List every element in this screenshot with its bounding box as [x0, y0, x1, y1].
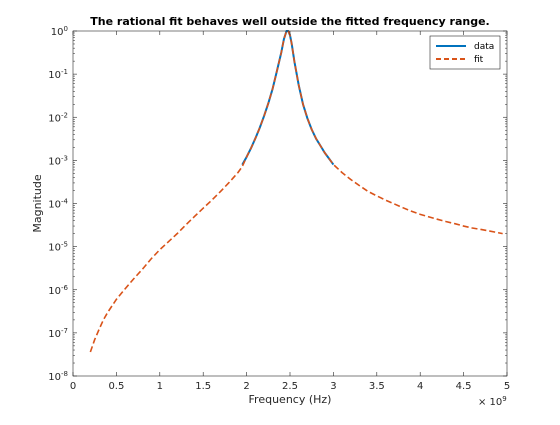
x-tick-label: 2.5	[282, 381, 298, 392]
x-tick-label: 4	[417, 381, 423, 392]
y-tick-label-exponent: -4	[61, 198, 69, 206]
chart-title: The rational fit behaves well outside th…	[90, 15, 489, 28]
y-tick-label-exponent: -2	[61, 111, 68, 119]
y-tick-label-base: 10	[48, 200, 61, 211]
x-tick-label: 3	[330, 381, 336, 392]
x-multiplier-base: × 10	[478, 397, 502, 408]
x-tick-label: 0	[70, 381, 76, 392]
y-tick-label-exponent: -3	[61, 154, 68, 162]
y-axis-label: Magnitude	[31, 174, 44, 233]
y-tick-label-exponent: -5	[61, 241, 68, 249]
y-tick-label-base: 10	[48, 329, 61, 340]
y-tick-label-base: 10	[48, 372, 61, 383]
y-tick-label-base: 10	[48, 243, 61, 254]
legend-label-fit: fit	[474, 55, 484, 65]
y-tick-label: 10-6	[48, 284, 68, 297]
x-axis-label: Frequency (Hz)	[249, 393, 332, 406]
legend: data fit	[429, 35, 501, 70]
x-tick-label: 1.5	[195, 381, 211, 392]
x-tick-label: 1	[157, 381, 163, 392]
x-multiplier-exponent: 9	[502, 395, 506, 403]
y-tick-label-base: 10	[48, 156, 61, 167]
x-axis-multiplier: × 109	[478, 395, 507, 408]
x-tick-label: 5	[504, 381, 510, 392]
y-tick-label-exponent: -6	[61, 284, 69, 292]
y-tick-label: 10-7	[48, 327, 68, 340]
y-tick-label: 10-1	[48, 68, 68, 81]
x-tick-label: 4.5	[456, 381, 472, 392]
x-tick-label: 0.5	[108, 381, 124, 392]
y-tick-label-base: 10	[48, 113, 61, 124]
y-tick-label-base: 10	[51, 27, 64, 38]
y-tick-label-exponent: -7	[61, 327, 68, 335]
legend-box	[429, 35, 501, 70]
x-tick-label: 3.5	[369, 381, 385, 392]
x-axis-ticks: 0 0.5 1 1.5 2 2.5 3 3.5 4 4.5 5	[70, 31, 510, 392]
y-tick-label: 10-4	[48, 198, 68, 211]
y-tick-label-base: 10	[48, 286, 61, 297]
legend-label-data: data	[474, 42, 494, 52]
y-tick-label: 10-3	[48, 154, 68, 167]
y-tick-label-base: 10	[48, 70, 61, 81]
y-tick-label-exponent: -1	[61, 68, 68, 76]
y-tick-label-exponent: 0	[64, 25, 68, 33]
plot-area-background	[73, 31, 507, 376]
y-tick-label: 100	[51, 25, 68, 38]
y-tick-label: 10-2	[48, 111, 68, 124]
x-tick-label: 2	[243, 381, 249, 392]
y-tick-label: 10-8	[48, 370, 68, 383]
y-tick-label: 10-5	[48, 241, 68, 254]
y-tick-label-exponent: -8	[61, 370, 68, 378]
